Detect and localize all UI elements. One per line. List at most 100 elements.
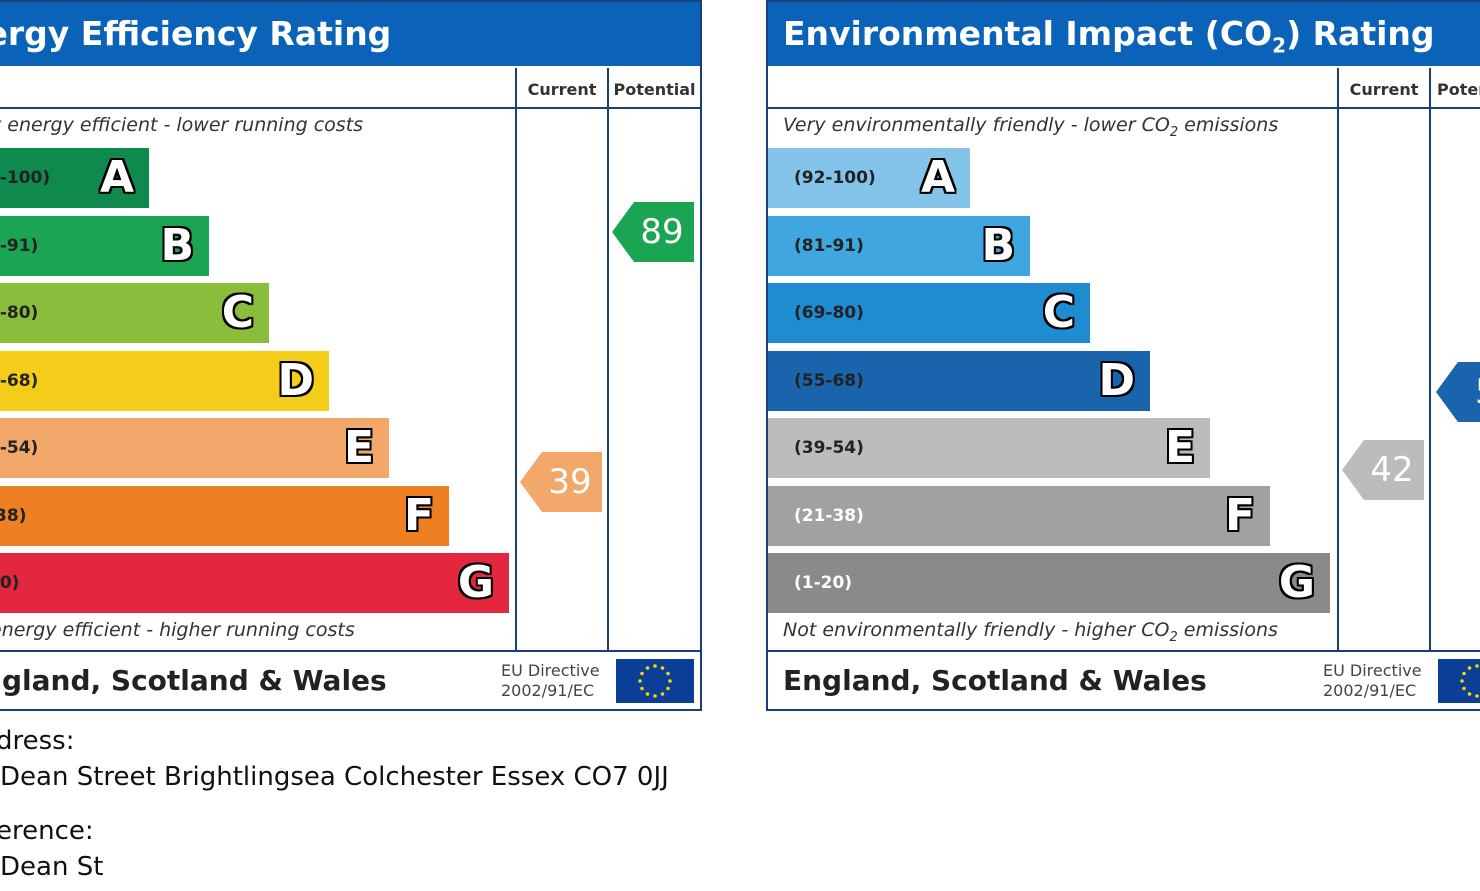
band-a: 2-100) A [0,148,149,208]
environmental-impact-title-end: ) Rating [1286,14,1435,53]
band-range-label: (92-100) [794,168,876,188]
eu-star [640,686,644,691]
environmental-impact-title-main: Environmental Impact (CO [783,14,1273,53]
environmental-impact-title: Environmental Impact (CO2) Rating [768,2,1480,66]
bottom-note-sub: 2 [1169,629,1178,645]
header-divider [768,107,1480,109]
band-range-label: (39-54) [794,438,864,458]
band-letter: G [1278,557,1315,608]
header-divider [0,107,700,109]
reference-value: Dean St [0,852,104,882]
band-range-label: 9-54) [0,438,39,458]
potential-column-divider [607,68,609,652]
reference-label: erence: [0,816,94,846]
eu-star [660,692,665,696]
band-range-label: 5-68) [0,371,39,391]
band-b: (81-91) B [768,216,1030,276]
band-letter: C [1042,287,1075,338]
band-f: (21-38) F [768,486,1270,546]
band-range-label: 2-100) [0,168,51,188]
eu-star [1475,694,1479,698]
eu-star [638,679,642,683]
band-letter: C [221,287,254,338]
band-letter: F [403,490,434,541]
footer-divider [768,650,1480,652]
eu-flag-icon [1438,659,1480,703]
eu-star [640,671,644,676]
country-label: gland, Scotland & Wales [2,664,387,697]
band-letter: E [1164,422,1195,473]
eu-directive-line1: EU Directive [1323,661,1422,680]
energy-potential-arrow-value: 89 [640,212,684,252]
environmental-impact-title-sub: 2 [1272,33,1287,58]
band-e: (39-54) E [768,418,1210,478]
country-label: England, Scotland & Wales [783,664,1207,697]
environmental-current-arrow-value: 42 [1370,450,1414,490]
current-column-header: Current [1349,80,1419,99]
band-letter: A [99,152,134,203]
current-column-divider [1337,68,1339,652]
band-range-label: (55-68) [794,371,864,391]
energy-efficiency-title: nergy Efficiency Rating [0,2,700,66]
eu-star [668,679,672,683]
band-g: 20) G [0,553,509,613]
eu-star [666,686,670,691]
potential-column-divider [1429,68,1431,652]
band-range-label: 1-91) [0,236,39,256]
band-range-label: (21-38) [794,506,864,526]
eu-directive-line2: 2002/91/EC [501,681,595,700]
eu-star [1467,666,1472,670]
environmental-potential-arrow: 5 [1436,361,1480,422]
current-column-divider [515,68,517,652]
eu-star [1462,671,1466,676]
band-range-label: (69-80) [794,303,864,323]
eu-directive-text: EU Directive 2002/91/EC [1323,661,1422,701]
eu-star [1460,679,1464,683]
eu-star [1475,664,1479,668]
top-note: y energy efficient - lower running costs [0,114,364,136]
current-column-header: Current [527,80,597,99]
eu-star [1467,692,1472,696]
top-note-main: Very environmentally friendly - lower CO [783,114,1170,136]
band-range-label: 9-80) [0,303,39,323]
band-letter: F [1224,490,1255,541]
environmental-impact-panel: Environmental Impact (CO2) Rating Curren… [766,0,1480,711]
eu-star [653,694,657,698]
footer-divider [0,650,700,652]
eu-star [1462,686,1466,691]
band-letter: E [343,422,374,473]
environmental-current-arrow: 42 [1342,440,1424,500]
top-note-end: emissions [1178,114,1279,136]
top-note: Very environmentally friendly - lower CO… [783,114,1278,140]
eu-star [645,666,650,670]
band-a: (92-100) A [768,148,970,208]
band-letter: D [277,355,314,406]
band-e: 9-54) E [0,418,389,478]
eu-star [660,666,665,670]
potential-column-header: Poter [1437,80,1480,99]
band-range-label: 20) [0,573,20,593]
eu-directive-text: EU Directive 2002/91/EC [501,661,600,701]
eu-star [645,692,650,696]
eu-directive-line2: 2002/91/EC [1323,681,1417,700]
band-f: -38) F [0,486,449,546]
energy-potential-arrow: 89 [612,202,694,262]
band-d: 5-68) D [0,351,329,411]
bottom-note-main: Not environmentally friendly - higher CO [783,619,1170,641]
energy-current-arrow: 39 [520,452,602,512]
energy-efficiency-title-text: nergy Efficiency Rating [0,14,392,53]
band-range-label: -38) [0,506,27,526]
band-range-label: (1-20) [794,573,853,593]
eu-star [666,671,670,676]
band-letter: A [920,152,955,203]
band-c: (69-80) C [768,283,1090,343]
band-c: 9-80) C [0,283,269,343]
band-letter: B [160,220,194,271]
eu-directive-line1: EU Directive [501,661,600,680]
address-value: Dean Street Brightlingsea Colchester Ess… [0,762,669,792]
band-range-label: (81-91) [794,236,864,256]
top-note-sub: 2 [1169,124,1179,140]
band-g: (1-20) G [768,553,1330,613]
address-label: dress: [0,726,75,756]
eu-star [653,664,657,668]
